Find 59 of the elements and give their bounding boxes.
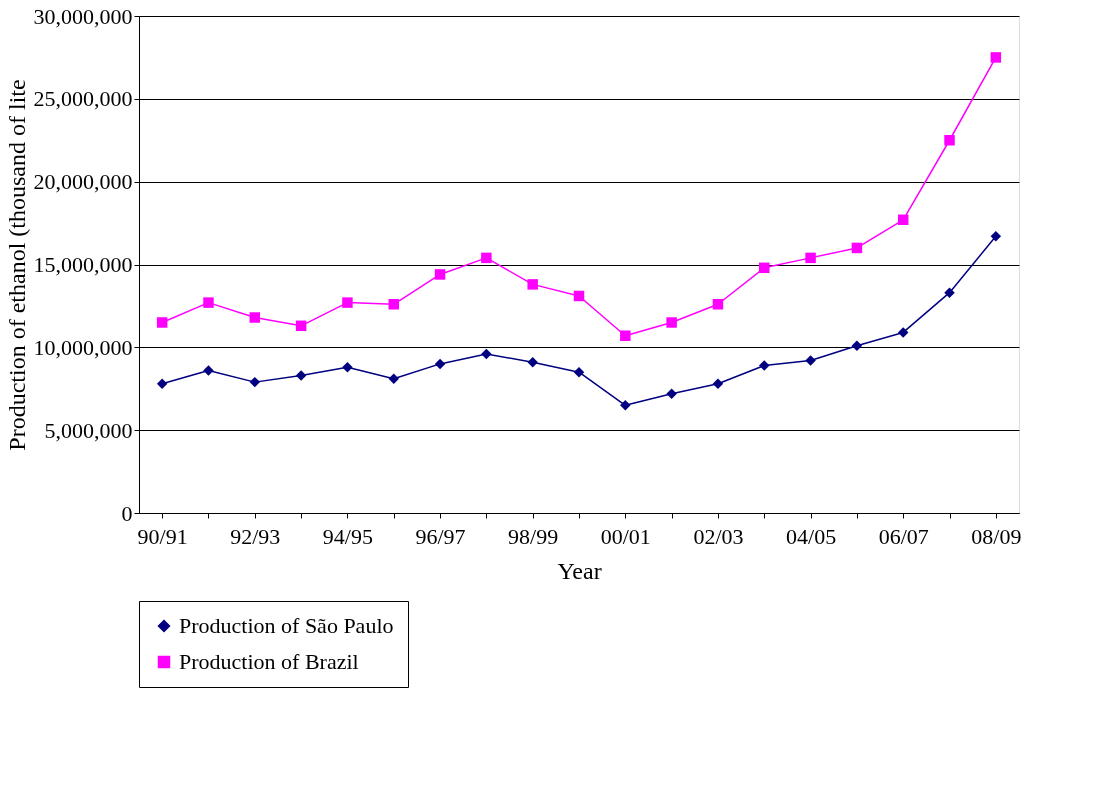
- y-tick-label: 30,000,000: [33, 3, 133, 29]
- legend-label: Production of Brazil: [179, 649, 359, 674]
- point: [295, 320, 307, 332]
- point: [295, 370, 307, 381]
- point: [620, 330, 631, 341]
- point: [990, 52, 1002, 63]
- point: [342, 297, 353, 308]
- point: [481, 252, 492, 264]
- point: [573, 366, 585, 378]
- point: [203, 297, 214, 308]
- point: [203, 365, 214, 376]
- legend-label: Production of São Paulo: [179, 613, 394, 638]
- y-tick-label: 0: [121, 500, 133, 526]
- point: [620, 400, 631, 411]
- point: [990, 231, 1002, 242]
- point: [944, 135, 955, 146]
- x-tick-label: 98/99: [508, 523, 559, 549]
- point: [759, 262, 770, 274]
- point: [156, 378, 168, 390]
- x-tick-label: 96/97: [415, 523, 466, 549]
- point: [805, 355, 816, 366]
- point: [944, 287, 955, 298]
- x-tick-label: 04/05: [786, 523, 837, 549]
- y-axis-title: Production of ethanol (thousand of lite: [3, 79, 30, 451]
- point: [897, 327, 909, 338]
- x-tick-label: 02/03: [693, 523, 744, 549]
- point: [897, 214, 909, 226]
- point: [342, 361, 353, 373]
- point: [712, 378, 724, 390]
- point: [434, 358, 446, 370]
- x-tick-label: 00/01: [600, 523, 651, 549]
- point: [759, 360, 770, 371]
- point: [156, 317, 168, 328]
- point: [666, 388, 677, 399]
- x-tick-label: 06/07: [878, 523, 929, 549]
- y-tick-label: 25,000,000: [33, 86, 133, 112]
- x-tick-label: 94/95: [322, 523, 373, 549]
- x-tick-label: 08/09: [971, 523, 1022, 549]
- y-tick-label: 10,000,000: [33, 334, 133, 360]
- point: [573, 290, 585, 302]
- point: [851, 340, 863, 351]
- x-tick-label: 90/91: [137, 523, 188, 549]
- point: [388, 373, 399, 385]
- point: [805, 252, 816, 264]
- point: [712, 299, 724, 310]
- point: [249, 376, 261, 388]
- point: [434, 269, 446, 280]
- point: [527, 357, 538, 368]
- point: [851, 242, 863, 254]
- y-tick-label: 15,000,000: [33, 252, 133, 277]
- point: [481, 348, 492, 360]
- point: [388, 299, 399, 310]
- point: [666, 317, 677, 328]
- y-tick-label: 20,000,000: [33, 169, 133, 195]
- x-tick-label: 92/93: [230, 523, 281, 549]
- point: [527, 279, 538, 290]
- y-tick-label: 5,000,000: [44, 417, 133, 443]
- x-axis-title: Year: [557, 557, 602, 584]
- point: [249, 312, 261, 323]
